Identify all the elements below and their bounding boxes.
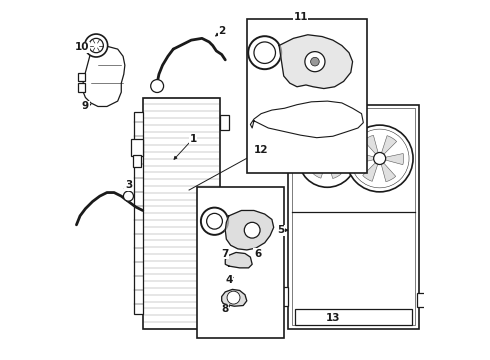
Circle shape — [85, 34, 108, 57]
Polygon shape — [279, 35, 353, 89]
Bar — [282, 287, 288, 306]
Text: 7: 7 — [221, 248, 229, 258]
Text: 2: 2 — [218, 26, 225, 36]
Text: 10: 10 — [74, 42, 89, 52]
Wedge shape — [380, 153, 404, 165]
Wedge shape — [313, 158, 327, 178]
Text: 8: 8 — [221, 304, 229, 314]
Text: 6: 6 — [254, 248, 261, 258]
Text: 13: 13 — [326, 313, 340, 323]
Circle shape — [207, 213, 222, 229]
Bar — [282, 152, 288, 172]
Wedge shape — [356, 152, 380, 163]
Bar — [196, 187, 285, 338]
Text: 12: 12 — [254, 144, 269, 154]
Circle shape — [123, 191, 133, 201]
Wedge shape — [380, 158, 396, 182]
Text: 1: 1 — [189, 134, 196, 144]
Text: 9: 9 — [82, 102, 89, 112]
Bar — [133, 155, 141, 167]
Bar — [134, 112, 143, 315]
Polygon shape — [221, 289, 247, 306]
Bar — [78, 83, 85, 92]
Bar — [78, 73, 85, 81]
Bar — [143, 98, 220, 329]
Wedge shape — [327, 139, 342, 158]
Wedge shape — [327, 154, 348, 164]
Text: 4: 4 — [225, 275, 233, 285]
Bar — [292, 108, 416, 325]
Circle shape — [298, 130, 356, 187]
Circle shape — [346, 125, 413, 192]
Bar — [295, 309, 412, 325]
Wedge shape — [327, 158, 341, 179]
Wedge shape — [380, 136, 396, 158]
Bar — [288, 105, 419, 329]
Wedge shape — [364, 135, 380, 158]
Circle shape — [254, 42, 275, 63]
Circle shape — [201, 208, 228, 235]
Wedge shape — [307, 153, 327, 163]
Circle shape — [374, 153, 386, 165]
Circle shape — [151, 80, 164, 93]
Circle shape — [305, 51, 325, 72]
Bar — [220, 116, 229, 130]
Text: 11: 11 — [294, 12, 308, 22]
Circle shape — [227, 291, 240, 304]
Polygon shape — [225, 211, 274, 250]
Circle shape — [89, 39, 103, 53]
Bar — [220, 300, 229, 315]
Polygon shape — [82, 44, 125, 107]
Polygon shape — [225, 252, 252, 268]
Circle shape — [322, 153, 333, 164]
Wedge shape — [363, 158, 380, 181]
Bar — [247, 19, 367, 173]
Bar — [131, 139, 143, 157]
Polygon shape — [250, 101, 364, 138]
Circle shape — [245, 222, 260, 238]
Text: 5: 5 — [277, 225, 285, 235]
Wedge shape — [314, 139, 327, 158]
Circle shape — [248, 36, 281, 69]
Circle shape — [311, 57, 319, 66]
Bar — [417, 293, 426, 307]
Text: 3: 3 — [125, 180, 132, 190]
